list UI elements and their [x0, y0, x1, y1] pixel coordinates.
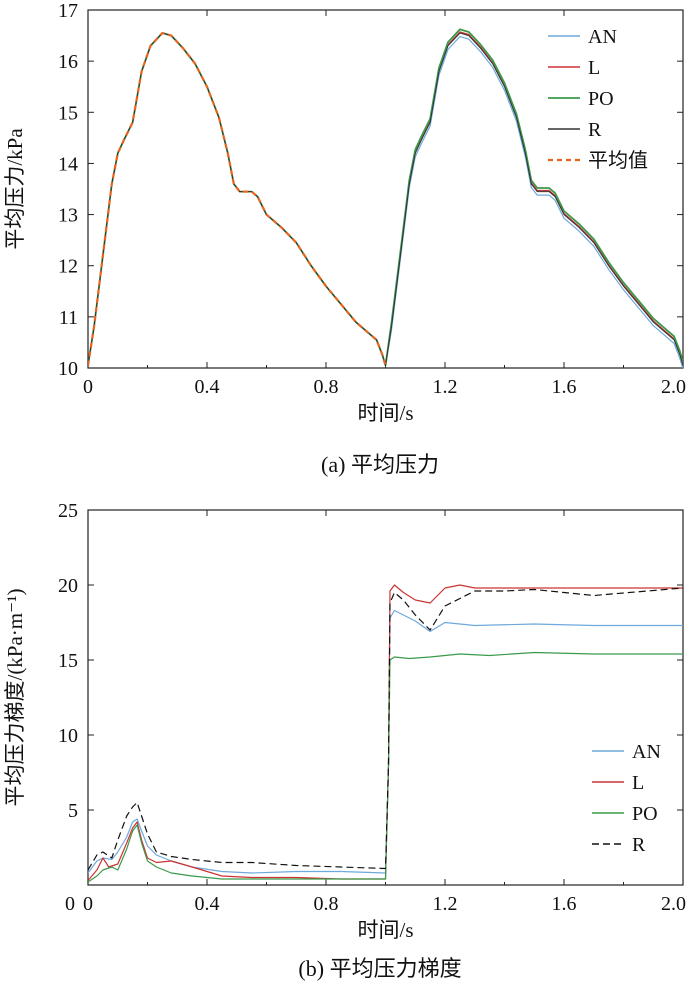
x-tick-label: 2.0 [661, 376, 686, 398]
x-tick-label: 0.4 [195, 893, 220, 915]
legend-label: PO [588, 88, 614, 110]
y-tick-label: 15 [58, 650, 78, 672]
series-line-R [88, 32, 683, 366]
legend-label: L [632, 772, 644, 794]
y-axis-title: 平均压力梯度/(kPa·m⁻¹) [3, 588, 27, 806]
legend-label: AN [632, 741, 661, 763]
y-tick-label: 5 [68, 800, 78, 822]
x-tick-label: 1.6 [552, 893, 577, 915]
x-tick-label: 0 [83, 376, 93, 398]
x-tick-label: 1.2 [433, 376, 458, 398]
x-tick-label: 0.8 [314, 376, 339, 398]
chart-panel-a: 0 0.4 0.8 1.2 1.6 2.0 10 11 12 13 14 15 16 17 时间/s 平均压力… [3, 0, 686, 477]
y-tick-label: 17 [58, 0, 78, 22]
series-line-R [88, 587, 683, 871]
x-tick-label: 0.8 [314, 893, 339, 915]
figure-caption: (a) 平均压力 [321, 452, 439, 477]
chart-panel-b: 0 0.4 0.8 1.2 1.6 2.0 5 10 15 20 25 0 时间/s 平均压力梯度/(kP… [3, 500, 686, 981]
legend-label: AN [588, 26, 617, 48]
legend-label: L [588, 57, 600, 79]
y-tick-label: 16 [58, 51, 78, 73]
y-tick-label: 12 [58, 256, 78, 278]
series-line-PO [88, 651, 683, 883]
y-tick-label: 14 [58, 153, 78, 175]
y-tick-label: 25 [58, 500, 78, 522]
x-axis-title: 时间/s [357, 918, 413, 942]
x-tick-label: 1.6 [552, 376, 577, 398]
y-axis-title: 平均压力/kPa [3, 128, 27, 250]
figure-caption: (b) 平均压力梯度 [298, 956, 461, 981]
legend-label: 平均值 [588, 149, 648, 172]
legend-label: R [588, 119, 602, 141]
series-line-L [88, 31, 683, 366]
y-tick-label: 15 [58, 102, 78, 124]
y-tick-label: 13 [58, 205, 78, 227]
x-tick-label-origin: 0 [65, 893, 75, 915]
series-line-AN [88, 609, 683, 874]
legend-label: R [632, 834, 646, 856]
y-tick-label: 10 [58, 725, 78, 747]
x-tick-label: 0 [83, 893, 93, 915]
series-line-PO [88, 28, 683, 367]
x-axis-title: 时间/s [357, 401, 413, 425]
legend-label: PO [632, 803, 658, 825]
y-tick-label: 11 [59, 307, 78, 329]
series-line-AN [88, 32, 683, 368]
series-group [88, 584, 683, 883]
x-tick-label: 1.2 [433, 893, 458, 915]
y-tick-label: 10 [58, 358, 78, 380]
x-tick-label: 2.0 [661, 893, 686, 915]
series-group [88, 28, 683, 368]
y-tick-label: 20 [58, 575, 78, 597]
series-line-平均值 [88, 31, 387, 366]
series-line-L [88, 584, 683, 881]
x-tick-label: 0.4 [195, 376, 220, 398]
plot-frame [87, 509, 684, 886]
